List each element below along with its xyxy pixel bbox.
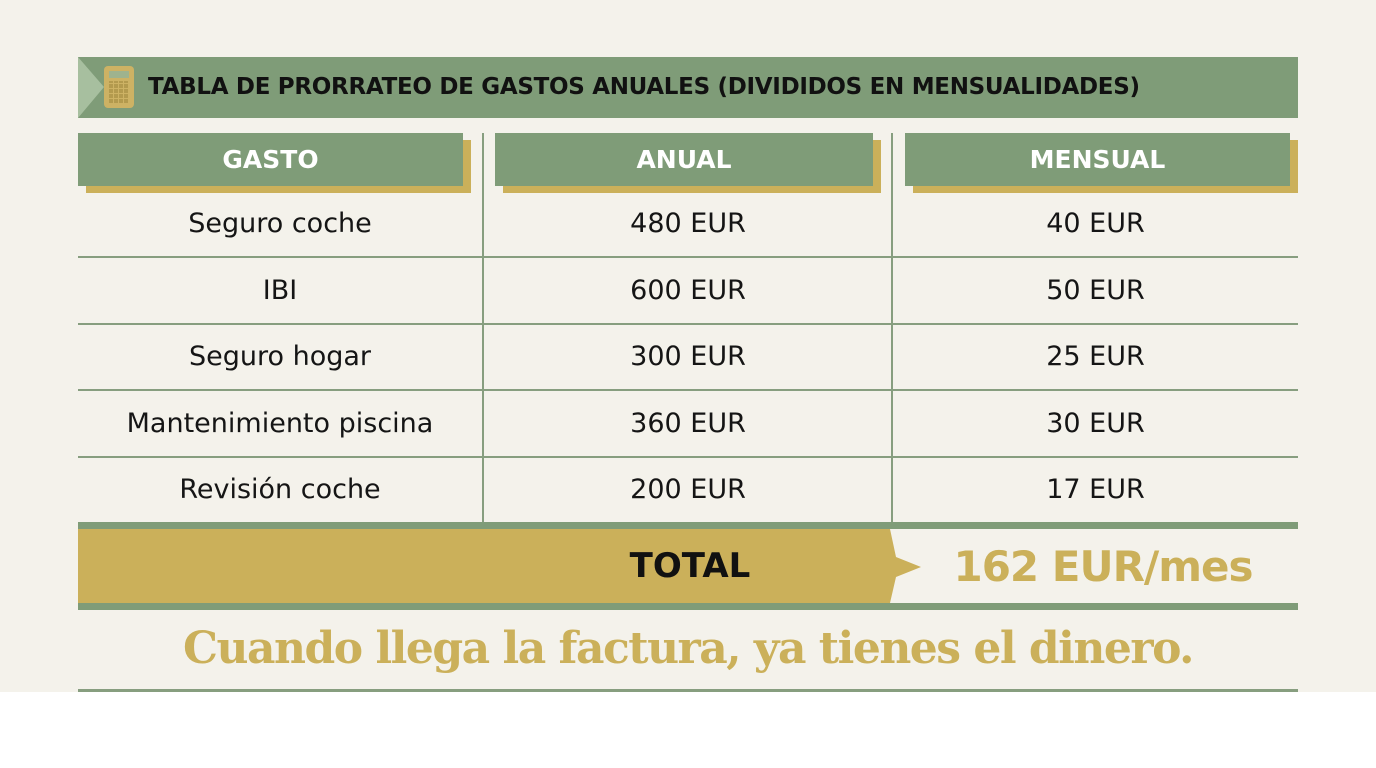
cell-anual: 300 EUR [630, 341, 746, 372]
total-value: 162 EUR/mes [953, 542, 1253, 591]
column-divider [482, 133, 484, 522]
slogan: Cuando llega la factura, ya tienes el di… [183, 623, 1194, 674]
cell-mensual: 50 EUR [1046, 274, 1145, 306]
table-row: Mantenimiento piscina 360 EUR 30 EUR [78, 392, 1298, 458]
cell-gasto: Seguro hogar [188, 341, 372, 372]
title-banner: TABLA DE PRORRATEO DE GASTOS ANUALES (DI… [78, 57, 1298, 118]
cell-mensual: 17 EUR [1046, 474, 1145, 505]
table-row: Revisión coche 200 EUR 17 EUR [78, 458, 1298, 524]
table-row: Seguro coche 480 EUR 40 EUR [78, 192, 1298, 258]
total-row: TOTAL 162 EUR/mes [78, 529, 1298, 603]
cell-mensual: 30 EUR [1046, 407, 1145, 439]
column-header-mensual: MENSUAL [905, 133, 1290, 186]
row-divider [78, 389, 1298, 391]
total-banner-shape [78, 529, 921, 603]
table-row: IBI 600 EUR 50 EUR [78, 259, 1298, 325]
cell-gasto: Mantenimiento piscina [126, 407, 434, 439]
divider [78, 522, 1298, 529]
cell-anual: 600 EUR [630, 274, 746, 306]
cell-mensual: 40 EUR [1046, 208, 1145, 239]
chevron-icon [78, 57, 104, 118]
cell-anual: 480 EUR [630, 208, 746, 239]
table-row: Seguro hogar 300 EUR 25 EUR [78, 325, 1298, 391]
row-divider [78, 322, 1298, 325]
row-divider [78, 455, 1298, 458]
row-divider [78, 256, 1298, 258]
column-divider [891, 133, 893, 522]
column-header-gasto: GASTO [78, 133, 463, 186]
divider [78, 603, 1298, 610]
calculator-icon [104, 66, 134, 108]
cell-gasto: Seguro coche [188, 208, 372, 239]
cell-mensual: 25 EUR [1046, 341, 1145, 372]
cell-gasto: Revisión coche [179, 474, 381, 505]
column-header-anual: ANUAL [495, 133, 873, 186]
cell-gasto: IBI [262, 274, 298, 306]
divider [78, 689, 1298, 692]
cell-anual: 360 EUR [630, 407, 746, 439]
page-title: TABLA DE PRORRATEO DE GASTOS ANUALES (DI… [148, 74, 1140, 100]
cell-anual: 200 EUR [630, 474, 746, 505]
total-label: TOTAL [629, 546, 751, 586]
